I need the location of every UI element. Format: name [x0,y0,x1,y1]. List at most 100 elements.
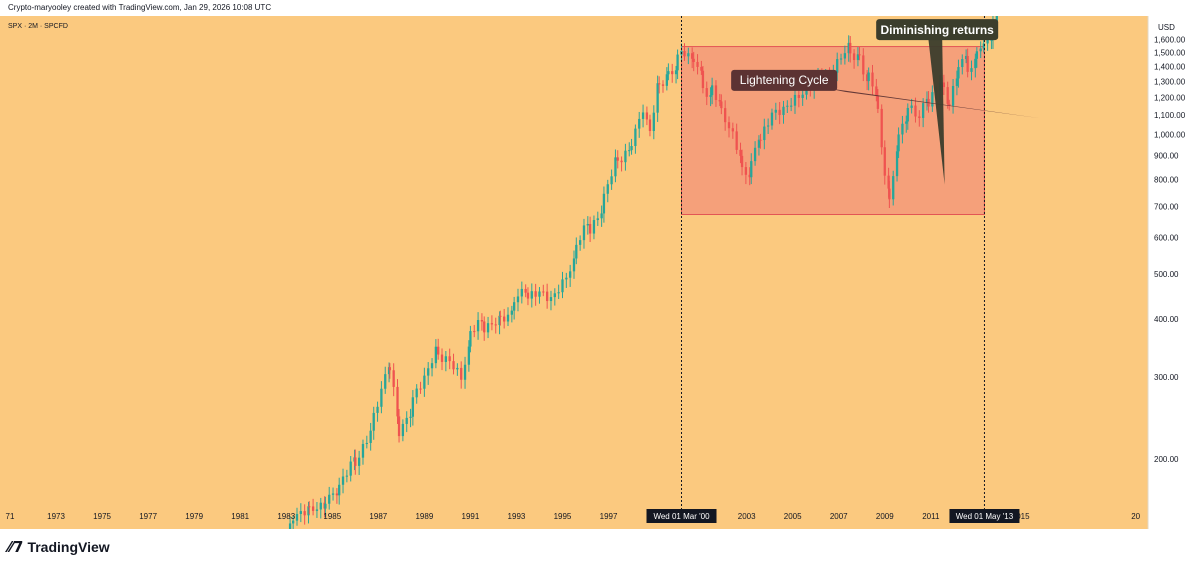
candle-body [770,112,774,126]
candle-body [880,108,883,148]
candle [423,367,426,397]
candle-body [452,361,455,370]
candle-body [440,354,444,362]
candle [463,356,467,389]
candle [667,63,670,81]
candle [858,46,861,61]
x-tick-label: 1987 [369,512,387,521]
candle [434,339,438,369]
candle-body [892,176,895,200]
chart-attribution: Crypto-maryooley created with TradingVie… [0,0,1199,16]
candle-body [897,134,900,152]
candle-body [319,502,322,510]
candle [473,324,476,338]
candle [376,401,379,422]
candle [444,351,448,372]
symbol-label: SPX · 2M · SPCFD [8,23,68,30]
candle-body [786,105,789,107]
candle-body [444,356,448,362]
candle [910,98,913,114]
candle [757,135,761,156]
candle [448,348,451,370]
candle [520,281,523,304]
candle-body [476,320,480,332]
candle [349,456,352,482]
candle [388,363,391,379]
candle [545,283,549,309]
candle [624,143,627,171]
y-tick-label: 1,300.00 [1154,77,1186,86]
candle [843,45,847,65]
candle-body [575,244,578,259]
candle-body [918,116,921,118]
candle-body [409,416,412,418]
candle [630,138,633,155]
candle [582,218,586,249]
candle [606,179,609,203]
candle-body [931,92,934,107]
candle [727,116,731,138]
candle-body [553,293,556,298]
candle [888,180,891,209]
candle-body [648,119,652,132]
candle [392,363,395,397]
candle [397,409,401,443]
chart-area[interactable]: SPX · 2M · SPCFD Wed 01 Mar '00 Wed 01 Ma… [0,4,1199,565]
candle-body [793,94,797,106]
candle [311,498,315,516]
diminishing-returns-label: Diminishing returns [880,23,994,37]
candle-body [862,55,865,75]
candle-body [499,315,502,317]
candle-body [705,88,708,97]
candle-body [483,321,486,333]
x-tick-label: 1993 [508,512,526,521]
candle-body [710,85,714,96]
candle [750,153,753,185]
candle [440,348,444,371]
candle-body [701,70,705,89]
candle [696,54,699,75]
lightening-cycle-label: Lightening Cycle [740,73,829,87]
candle-body [338,484,341,496]
tradingview-brand-text: TradingView [27,539,110,555]
candle-body [392,370,395,387]
candle-body [460,367,463,380]
candle-body [415,388,418,398]
candle [766,118,770,135]
candle-body [620,160,623,163]
candle-body [624,150,627,163]
candle [628,142,631,157]
x-tick-label: 2009 [876,512,894,521]
candle-body [905,121,908,124]
candle [542,284,545,297]
candle-body [616,157,619,161]
candle [338,477,341,505]
candle-body [674,70,678,75]
y-tick-label: 1,000.00 [1154,130,1186,139]
x-tick-label: 1975 [93,512,111,521]
candle-body [946,87,949,104]
candle [710,77,714,105]
candle [553,288,556,306]
x-tick-label: 1985 [323,512,341,521]
lightening-cycle-label-box [731,69,838,91]
candle-body [955,78,959,86]
candle [476,312,480,340]
candle [308,501,311,515]
candle-body [503,316,506,322]
candle [665,67,669,91]
candle-body [865,74,869,82]
candle-body [396,386,399,417]
diminishing-returns-label-box [876,19,999,41]
candle [319,497,322,519]
date-marker-box [646,509,717,523]
candle [341,468,345,494]
candle-body [876,95,880,109]
candle-body [545,291,549,302]
candle [748,167,751,186]
x-tick-label: 2003 [738,512,756,521]
candle [437,338,440,360]
tradingview-logo[interactable]: ⁄⁄7 TradingView [8,537,110,557]
price-chart[interactable]: SPX · 2M · SPCFD Wed 01 Mar '00 Wed 01 Ma… [0,4,1199,565]
candle-body [299,511,302,514]
